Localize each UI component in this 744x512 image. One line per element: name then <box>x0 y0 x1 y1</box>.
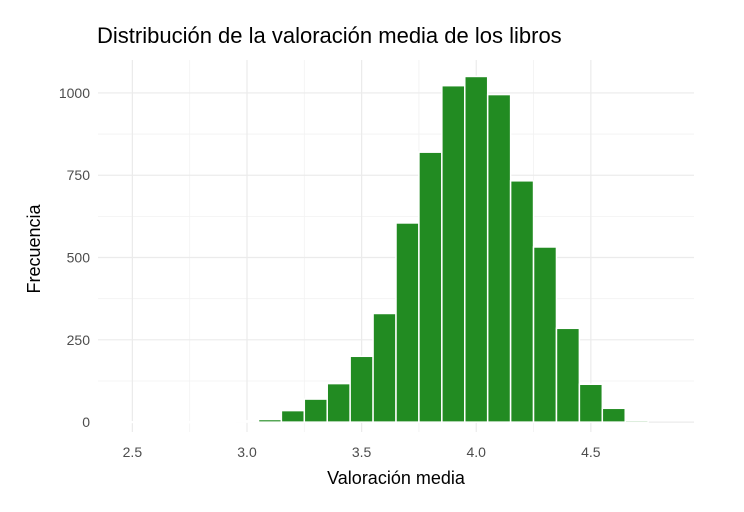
tick-labels: 2.5 3.0 3.5 4.0 4.5 0 250 500 750 1000 <box>59 85 601 460</box>
histogram-bar <box>143 421 168 424</box>
histogram-bar <box>509 180 535 423</box>
histogram-bar <box>578 383 604 423</box>
y-tick-label: 250 <box>67 332 91 348</box>
y-tick-label: 1000 <box>59 85 90 101</box>
histogram-bar <box>441 84 466 423</box>
x-tick-label: 3.5 <box>352 444 372 460</box>
histogram-bar <box>464 75 489 423</box>
histogram-bar <box>326 382 351 423</box>
y-axis-title: Frecuencia <box>24 203 44 293</box>
x-tick-label: 4.0 <box>466 444 486 460</box>
x-tick-label: 3.0 <box>237 444 257 460</box>
y-tick-label: 500 <box>67 250 91 266</box>
histogram-bar <box>303 398 328 423</box>
bars <box>97 75 649 424</box>
histogram-bar <box>624 419 649 423</box>
histogram-bar <box>486 93 512 423</box>
histogram-bar <box>372 312 397 423</box>
histogram-bar <box>211 421 237 424</box>
x-axis-title: Valoración media <box>327 468 466 488</box>
histogram-bar <box>188 421 214 424</box>
chart-title: Distribución de la valoración media de l… <box>97 23 562 48</box>
x-tick-label: 4.5 <box>581 444 601 460</box>
histogram-bar <box>166 421 191 424</box>
histogram-bar <box>555 327 581 423</box>
histogram-bar <box>120 421 145 424</box>
histogram-bar <box>532 246 558 423</box>
y-tick-label: 750 <box>67 167 91 183</box>
histogram-bar <box>601 407 626 423</box>
histogram-bar <box>395 222 420 423</box>
histogram-bar <box>257 418 283 423</box>
histogram-bar <box>418 151 443 423</box>
histogram-bar <box>349 355 374 423</box>
histogram-bar <box>280 409 306 423</box>
x-tick-label: 2.5 <box>123 444 143 460</box>
histogram-bar <box>234 420 260 423</box>
histogram-bar <box>97 421 122 424</box>
y-tick-label: 0 <box>82 414 90 430</box>
